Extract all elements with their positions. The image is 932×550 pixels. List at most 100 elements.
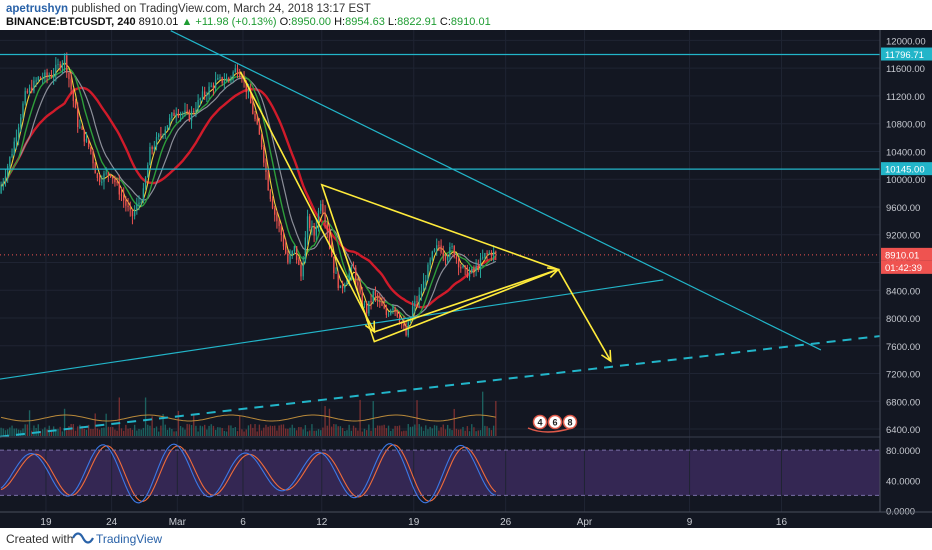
volume-bar <box>477 430 479 436</box>
candle-body <box>278 221 280 227</box>
volume-bar <box>144 397 147 436</box>
volume-bar <box>488 427 490 436</box>
candle-body <box>55 64 57 75</box>
candle-body <box>372 291 374 302</box>
volume-bar <box>120 428 123 436</box>
volume-bar <box>271 425 274 436</box>
volume-bar <box>247 425 250 436</box>
candle-body <box>33 80 35 92</box>
volume-bar <box>101 427 103 436</box>
candle-body <box>433 249 436 252</box>
volume-bar <box>418 424 420 436</box>
volume-bar <box>495 400 497 436</box>
candle-body <box>387 314 390 316</box>
volume-bar <box>309 430 311 436</box>
volume-bar <box>464 430 466 436</box>
price-tick-label: 7200.00 <box>886 370 920 381</box>
candle-body <box>274 208 276 215</box>
volume-bar <box>475 431 477 436</box>
volume-bar <box>77 426 79 436</box>
volume-bar <box>243 431 245 436</box>
candle-body <box>186 110 188 112</box>
candle-body <box>239 74 241 78</box>
volume-bar <box>118 397 120 436</box>
volume-bar <box>197 431 199 436</box>
candle-body <box>103 173 105 182</box>
price-tick-label: 6800.00 <box>886 397 920 408</box>
candle-body <box>175 113 177 116</box>
candle-body <box>482 257 484 259</box>
volume-bar <box>374 427 377 436</box>
candle-body <box>63 55 66 64</box>
candle-body <box>328 230 331 245</box>
candle-body <box>322 204 324 214</box>
volume-bar <box>466 426 469 436</box>
up-triangle-icon: ▲ <box>181 16 193 28</box>
volume-bar <box>4 430 7 436</box>
volume-bar <box>315 430 317 436</box>
volume-bar <box>68 426 70 436</box>
volume-bar <box>284 428 287 436</box>
close-value: 8910.01 <box>450 16 491 28</box>
volume-bar <box>444 429 447 436</box>
time-axis-labels[interactable]: 19 24 Mar 6 12 19 26 Apr 9 16 <box>40 517 787 528</box>
volume-bar <box>455 428 458 436</box>
volume-bar <box>225 431 228 436</box>
candle-body <box>320 204 322 211</box>
candle-body <box>326 223 328 231</box>
volume-bar <box>245 429 247 436</box>
volume-bar <box>114 429 116 436</box>
volume-bar <box>203 424 206 436</box>
volume-bar <box>208 425 210 436</box>
candle-body <box>208 86 210 95</box>
volume-bar <box>482 391 484 436</box>
volume-bar <box>468 431 471 436</box>
volume-bar <box>446 424 449 436</box>
candle-body <box>436 245 438 250</box>
candle-body <box>339 285 342 288</box>
candle-body <box>90 146 92 152</box>
tradingview-brand-link[interactable]: TradingView <box>96 532 163 546</box>
volume-bar <box>486 426 488 436</box>
candle-body <box>68 72 70 80</box>
price-tick-label: 10400.00 <box>886 147 926 158</box>
volume-bar <box>236 431 239 436</box>
volume-bar <box>129 428 131 436</box>
volume-bar <box>440 427 442 436</box>
candle-body <box>92 151 94 164</box>
candle-body <box>112 176 114 179</box>
candle-body <box>295 246 298 260</box>
volume-bar <box>313 430 315 436</box>
price-marker-box <box>881 247 932 261</box>
event-badge-label: 8 <box>567 418 572 428</box>
candle-body <box>160 134 162 136</box>
volume-bar <box>61 431 64 436</box>
candle-body <box>199 98 201 101</box>
candle-body <box>317 210 320 227</box>
open-value: 8950.00 <box>291 16 332 28</box>
candle-body <box>61 63 64 69</box>
candle-body <box>190 111 193 121</box>
candle-body <box>85 138 88 142</box>
volume-bar <box>138 428 140 436</box>
candle-body <box>462 265 464 268</box>
time-tick-label: 19 <box>408 517 420 528</box>
time-tick-label: 6 <box>240 517 246 528</box>
volume-bar <box>287 428 289 436</box>
volume-bar <box>201 426 204 436</box>
candle-body <box>385 308 388 315</box>
candle-body <box>429 259 431 265</box>
author-link[interactable]: apetrushyn <box>6 3 68 15</box>
candle-body <box>256 118 258 124</box>
countdown-box <box>881 260 932 274</box>
candle-body <box>449 247 451 257</box>
ma-green <box>0 67 497 321</box>
volume-bar <box>263 427 265 436</box>
volume-bar <box>298 427 300 436</box>
candle-body <box>13 141 15 155</box>
candle-body <box>94 163 96 174</box>
volume-bar <box>206 429 208 436</box>
